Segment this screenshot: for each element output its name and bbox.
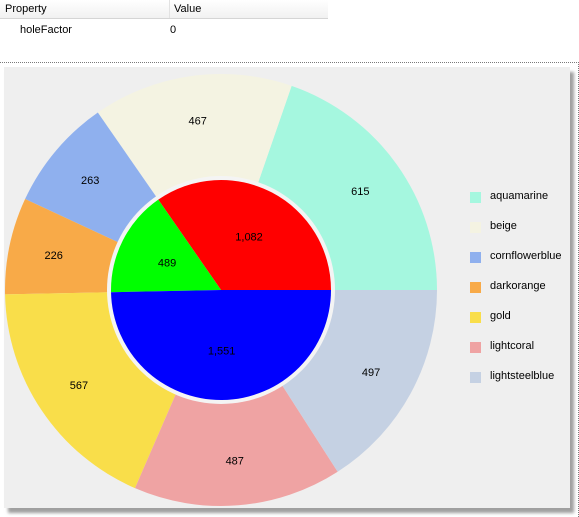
legend-swatch: [470, 252, 481, 263]
legend-swatch: [470, 372, 481, 383]
legend-swatch: [470, 312, 481, 323]
legend-label: cornflowerblue: [490, 250, 562, 262]
legend-label: lightsteelblue: [490, 370, 555, 382]
legend-label: lightcoral: [490, 340, 535, 352]
property-value[interactable]: 0: [170, 24, 177, 36]
outer-slice-label-gold: 567: [70, 380, 88, 392]
inner-pie: [111, 179, 331, 400]
legend-swatch: [470, 342, 481, 353]
outer-slice-label-aquamarine: 615: [351, 186, 369, 198]
property-grid-header: Property Value: [0, 0, 328, 19]
inner-slice-1[interactable]: [111, 199, 221, 293]
outer-slice-label-lightsteelblue: 497: [362, 367, 380, 379]
inner-slice-label-2: 1,551: [208, 345, 236, 357]
outer-slice-label-beige: 467: [188, 116, 206, 128]
legend-label: gold: [490, 310, 511, 322]
legend-label: beige: [490, 220, 517, 232]
outer-slice-label-lightcoral: 487: [226, 455, 244, 467]
inner-slice-0[interactable]: [158, 179, 331, 290]
legend-swatch: [470, 282, 481, 293]
outer-slice-label-cornflowerblue: 263: [81, 175, 99, 187]
legend-swatch: [470, 222, 481, 233]
property-name: holeFactor: [20, 24, 72, 36]
property-grid: Property Value holeFactor 0: [0, 0, 328, 42]
inner-slice-2[interactable]: [111, 290, 331, 400]
data-labels: 615 467 263 226 567 487 497 1,082 489 1,551: [44, 116, 380, 468]
header-separator[interactable]: [169, 0, 170, 18]
inner-slice-label-0: 1,082: [235, 231, 263, 243]
property-row-holefactor[interactable]: holeFactor 0: [0, 19, 328, 41]
outer-slice-label-darkorange: 226: [44, 250, 62, 262]
header-property[interactable]: Property: [5, 3, 47, 15]
inner-slice-label-1: 489: [158, 257, 176, 269]
legend-swatch: [470, 192, 481, 203]
legend-label: darkorange: [490, 280, 546, 292]
header-value[interactable]: Value: [174, 3, 202, 15]
legend-label: aquamarine: [490, 190, 549, 202]
